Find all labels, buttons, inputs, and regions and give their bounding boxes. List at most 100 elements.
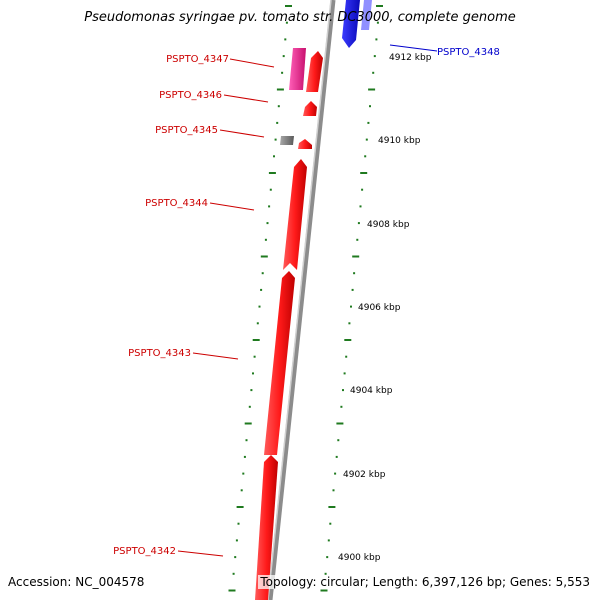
right-track-tick [352,255,360,258]
left-track-tick [266,222,269,225]
left-track-tick [260,255,268,258]
right-track-tick [344,339,352,341]
scale-label-4912: 4912 kbp [389,53,432,63]
gene-pspto-4347-highlight[interactable] [289,48,306,90]
left-track-tick [281,71,284,74]
right-track-tick [320,589,328,592]
gene-label-pspto-4345[interactable]: PSPTO_4345 [155,125,218,136]
tick-dots-left [228,5,292,592]
right-track-tick [376,5,383,7]
left-track-tick [261,272,264,275]
gene-pspto-4343[interactable] [264,271,295,455]
right-track-tick [356,238,359,241]
right-track-tick [368,88,376,91]
gene-label-pspto-4346[interactable]: PSPTO_4346 [159,90,222,101]
right-track-tick [350,305,352,308]
left-track-tick [234,556,237,559]
right-track-tick [369,105,371,108]
gene-label-pspto-4347[interactable]: PSPTO_4347 [166,54,229,65]
gene-pspto-4347[interactable] [306,51,323,92]
gene-label-pspto-4343[interactable]: PSPTO_4343 [128,348,191,359]
left-track-tick [258,305,261,308]
gene-label-pspto-4348[interactable]: PSPTO_4348 [437,47,500,58]
left-track-tick [232,572,235,575]
right-track-tick [327,539,330,542]
gene-label-lines [177,44,438,557]
left-track-tick [242,472,245,475]
scale-label-4900: 4900 kbp [338,553,381,563]
gene-label-pspto-4342[interactable]: PSPTO_4342 [113,546,176,557]
left-track-tick [276,121,279,124]
genome-backbone-highlight [267,0,332,600]
left-track-tick [250,389,253,392]
right-track-tick [372,71,375,74]
left-track-tick [252,372,254,375]
right-track-tick [329,522,332,525]
left-track-tick [260,288,263,291]
right-track-tick [348,322,351,325]
right-track-tick [328,506,336,508]
gene-label-pspto-4344[interactable]: PSPTO_4344 [145,198,208,209]
right-track-tick [335,455,338,458]
scale-label-4906: 4906 kbp [358,303,401,313]
scale-labels: 4912 kbp 4910 kbp 4908 kbp 4906 kbp 4904… [338,53,432,563]
right-track-tick [359,205,362,208]
left-track-tick [253,355,256,358]
left-track-tick [269,188,272,191]
right-track-tick [337,439,340,442]
right-track-tick [361,188,364,191]
left-track-tick [252,339,260,341]
gene-pspto-4348-band [361,0,372,30]
tick-dots-right [320,5,383,592]
left-track-tick [285,5,292,7]
left-track-tick [245,439,248,442]
right-track-tick [326,556,329,559]
left-track-tick [248,405,251,408]
right-track-tick [376,21,379,24]
gene-pspto-4348[interactable] [342,0,360,48]
left-track-tick [273,155,275,158]
gene-pspto-4345[interactable] [298,139,312,149]
left-track-tick [228,589,236,592]
right-track-tick [334,472,337,475]
left-track-tick [282,55,285,58]
gene-pspto-4344[interactable] [283,159,307,270]
left-track-tick [256,322,259,325]
left-track-tick [244,422,252,425]
left-track-tick [284,38,287,41]
right-track-tick [332,489,335,492]
scale-label-4902: 4902 kbp [343,470,386,480]
right-track-tick [375,38,378,41]
gene-pspto-4346[interactable] [303,101,317,116]
left-track-tick [277,105,280,108]
topology-summary: Topology: circular; Length: 6,397,126 bp… [258,575,592,589]
left-track-tick [264,238,267,241]
scale-label-4910: 4910 kbp [378,136,421,146]
right-track-tick [336,422,344,425]
right-track-tick [373,55,376,58]
gene-labels: PSPTO_4348 PSPTO_4347 PSPTO_4346 PSPTO_4… [113,47,500,557]
left-track-tick [240,489,243,492]
gene-pspto-4345-pseudo[interactable] [280,136,294,145]
right-track-tick [345,355,348,358]
left-track-tick [276,88,284,91]
left-track-tick [274,138,277,141]
genome-backbone [267,0,336,600]
accession-label: Accession: NC_004578 [8,575,145,589]
left-track-tick [268,172,276,174]
right-track-tick [367,121,370,124]
right-track-tick [365,138,368,141]
right-track-tick [351,288,354,291]
left-track-tick [285,21,288,24]
right-track-tick [353,272,356,275]
right-track-tick [360,172,368,174]
left-track-tick [235,539,238,542]
right-track-tick [342,389,344,392]
right-track-tick [343,372,346,375]
gene-pspto-4342[interactable] [255,455,278,600]
right-track-tick [357,222,360,225]
right-track-tick [324,572,327,575]
right-track-tick [340,405,343,408]
scale-label-4904: 4904 kbp [350,386,393,396]
left-track-tick [243,455,246,458]
